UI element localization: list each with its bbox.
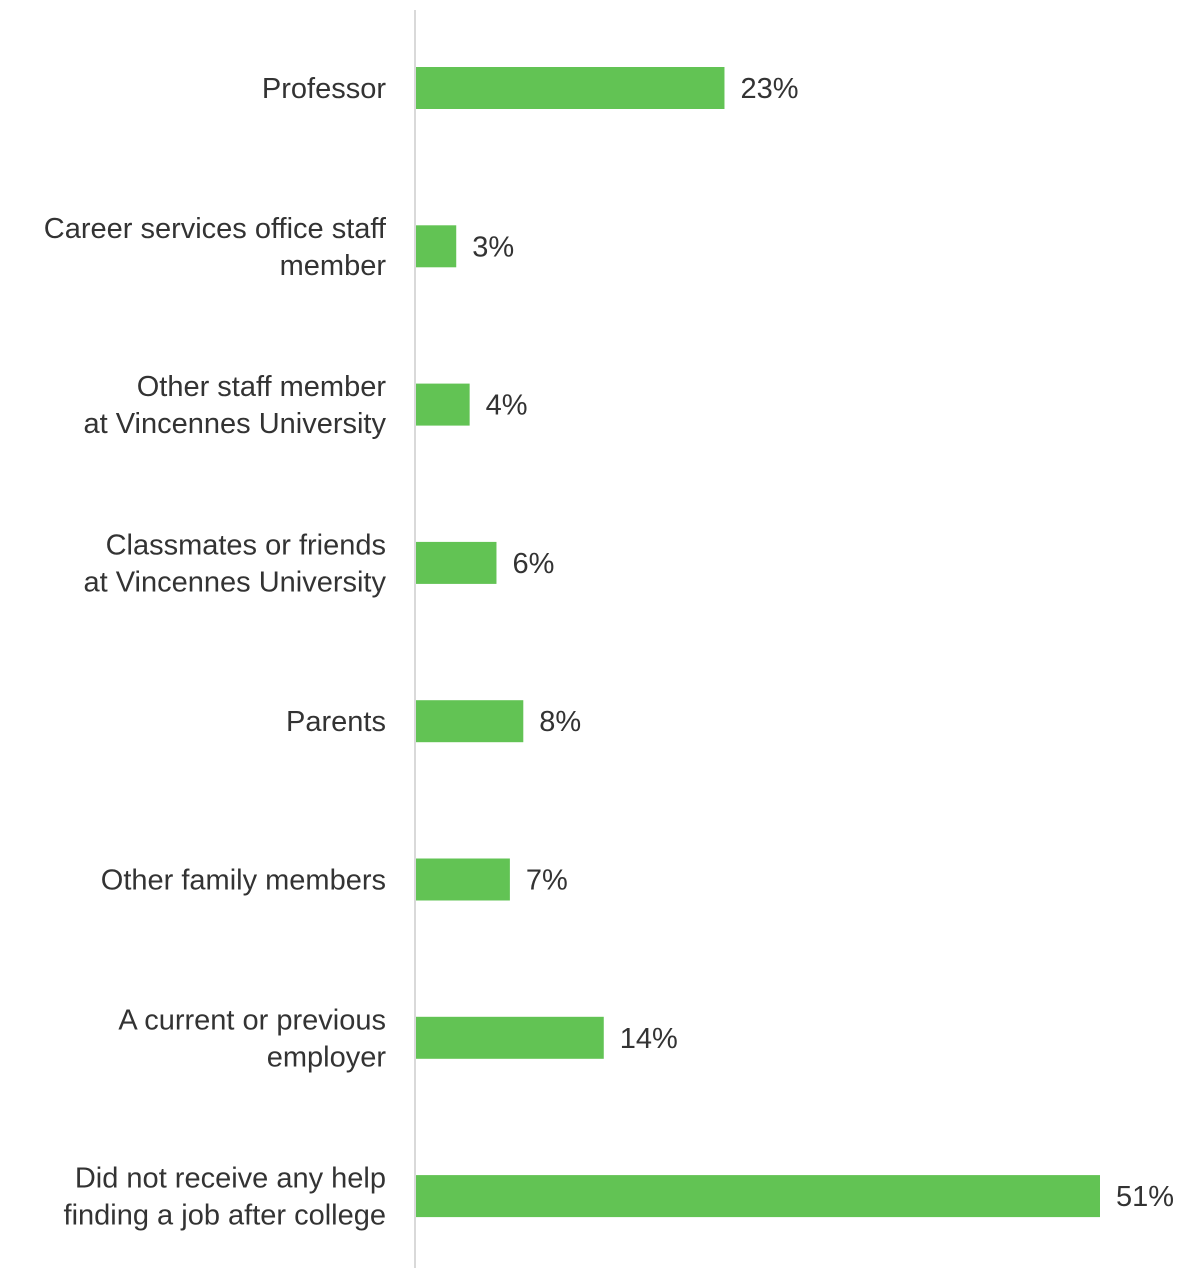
bar bbox=[416, 858, 510, 901]
category-label: Career services office staff member bbox=[44, 213, 387, 282]
value-label: 4% bbox=[486, 390, 528, 422]
category-label-line: Professor bbox=[262, 73, 386, 105]
category-label-line: Other staff member bbox=[137, 371, 387, 403]
category-label-line: Career services office staff bbox=[44, 213, 387, 245]
bar bbox=[416, 67, 725, 109]
category-label-line: Parents bbox=[286, 706, 386, 738]
value-label: 6% bbox=[512, 548, 554, 580]
category-label: Parents bbox=[286, 706, 386, 738]
category-label: Other staff member at Vincennes Universit… bbox=[83, 371, 386, 440]
category-label-line: at Vincennes University bbox=[83, 566, 386, 598]
bar bbox=[416, 1016, 604, 1059]
bar bbox=[416, 700, 524, 743]
category-label: Did not receive any help finding a job af… bbox=[64, 1163, 386, 1232]
category-labels-layer: Professor Career services office staff mem… bbox=[44, 73, 387, 1232]
category-label: Professor bbox=[262, 73, 386, 105]
category-label-line: Did not receive any help bbox=[75, 1163, 386, 1195]
category-label: Classmates or friends at Vincennes Univer… bbox=[83, 529, 386, 598]
bar bbox=[416, 1175, 1100, 1218]
category-label-line: Classmates or friends bbox=[106, 529, 386, 561]
value-label: 8% bbox=[539, 706, 581, 738]
value-label: 7% bbox=[526, 865, 568, 897]
category-label-line: A current or previous bbox=[118, 1004, 386, 1036]
value-label: 3% bbox=[472, 231, 514, 263]
category-label: A current or previous employer bbox=[118, 1004, 386, 1073]
bar bbox=[416, 383, 470, 426]
category-label-line: at Vincennes University bbox=[83, 408, 386, 440]
value-label: 51% bbox=[1116, 1181, 1174, 1213]
category-label-line: finding a job after college bbox=[64, 1200, 386, 1232]
category-label-line: Other family members bbox=[101, 865, 386, 897]
category-label-line: employer bbox=[267, 1041, 387, 1073]
value-label: 23% bbox=[740, 73, 798, 105]
category-label: Other family members bbox=[101, 865, 386, 897]
bar bbox=[416, 225, 457, 268]
bars-layer bbox=[416, 67, 1100, 1218]
value-labels-layer: 23% 3% 4% 6% 8% 7% 14% 51% bbox=[472, 73, 1174, 1213]
bar bbox=[416, 541, 497, 584]
value-label: 14% bbox=[620, 1023, 678, 1055]
category-label-line: member bbox=[280, 250, 387, 282]
